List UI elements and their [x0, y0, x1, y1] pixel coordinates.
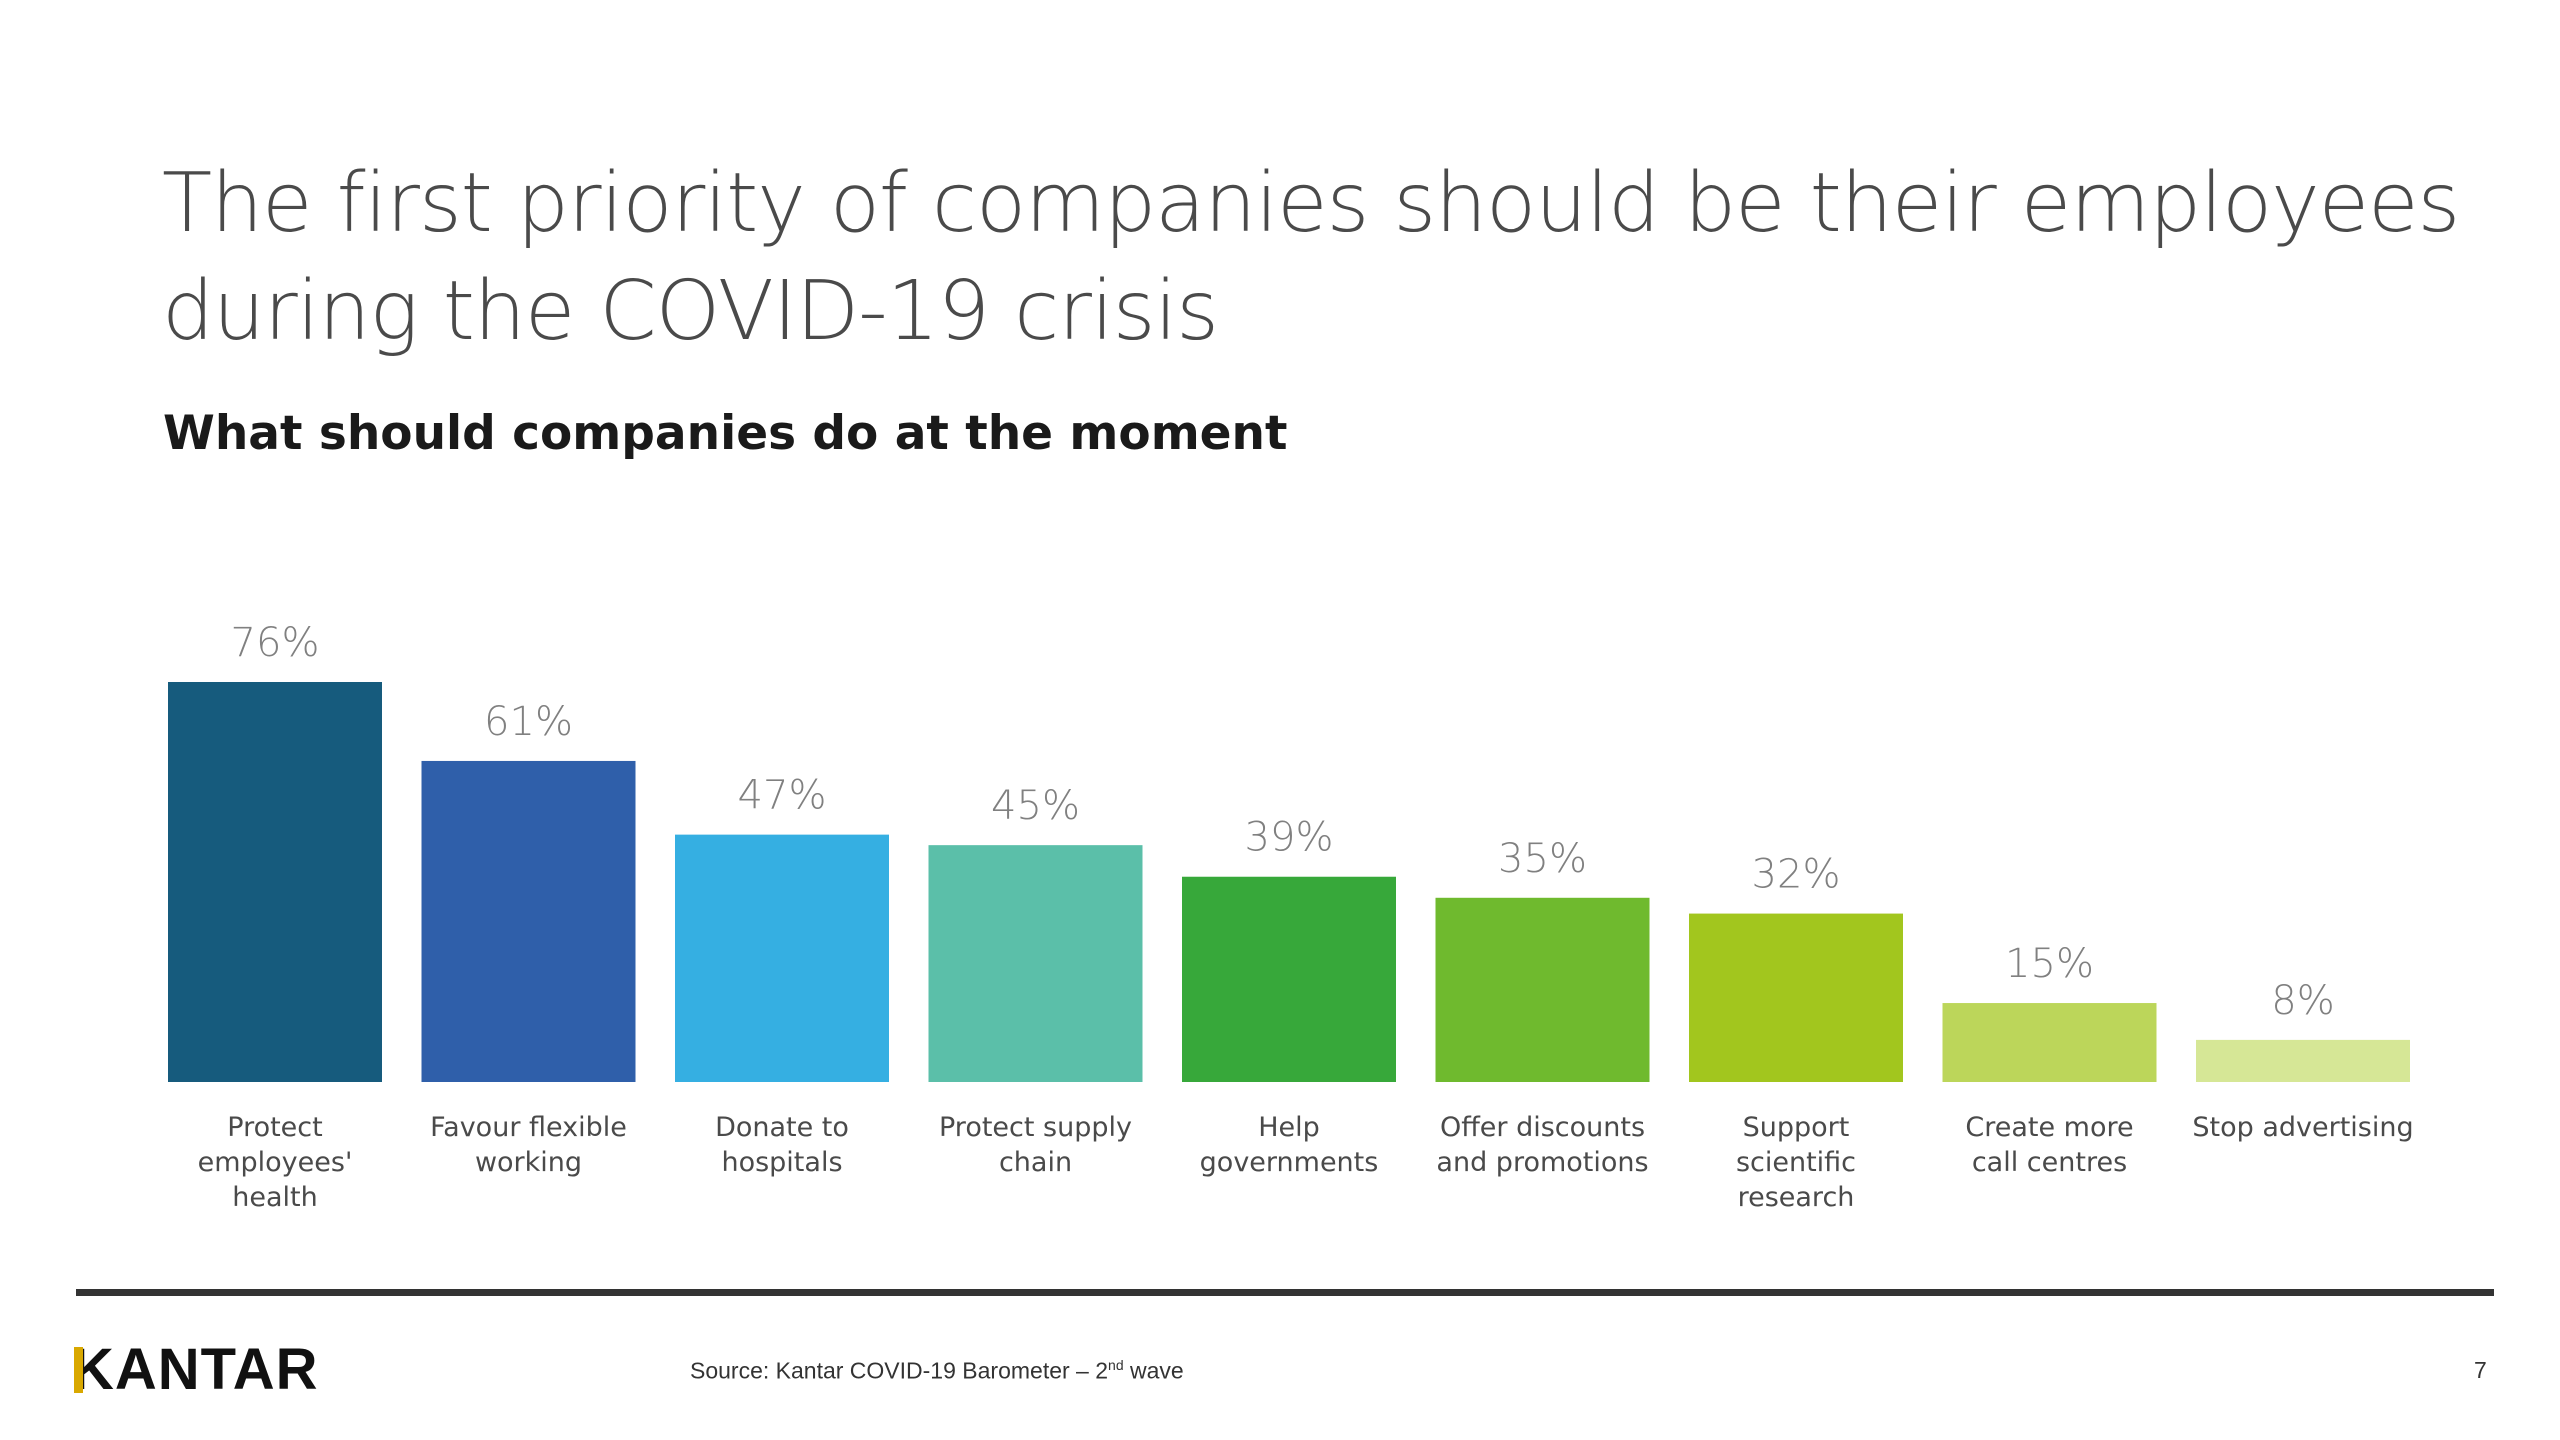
category-label-6-line-1: scientific	[1736, 1147, 1856, 1178]
value-label-0: 76%	[231, 620, 320, 666]
category-label-0-line-2: health	[232, 1182, 317, 1213]
source-note: Source: Kantar COVID-19 Barometer – 2nd …	[690, 1357, 1184, 1385]
category-label-5-line-0: Offer discounts	[1440, 1112, 1645, 1143]
slide-title: The first priority of companies should b…	[162, 150, 2462, 366]
bar-5	[1435, 897, 1650, 1082]
category-label-2-line-1: hospitals	[721, 1147, 842, 1178]
category-label-2-line-0: Donate to	[715, 1112, 849, 1143]
value-label-5: 35%	[1498, 836, 1587, 882]
category-label-5-line-1: and promotions	[1436, 1147, 1648, 1178]
source-suffix: wave	[1123, 1357, 1184, 1384]
value-label-6: 32%	[1752, 852, 1841, 898]
category-label-8-line-0: Stop advertising	[2192, 1112, 2413, 1143]
category-label-0-line-0: Protect	[227, 1112, 322, 1143]
title-line-2: during the COVID-19 crisis	[162, 264, 1219, 359]
bar-chart: 76% Protect employees' health 61% Favour flex…	[168, 620, 2414, 1213]
bar-0	[168, 682, 382, 1082]
value-label-2: 47%	[738, 773, 827, 819]
bar-3	[928, 845, 1143, 1082]
category-label-3-line-1: chain	[999, 1147, 1072, 1178]
footer-divider	[76, 1289, 2494, 1296]
category-label-1-line-0: Favour flexible	[430, 1112, 627, 1143]
bar-2	[675, 834, 889, 1082]
category-label-0-line-1: employees'	[198, 1147, 353, 1178]
logo-accent-mark	[74, 1347, 83, 1393]
bar-6	[1689, 913, 1903, 1082]
page-number: 7	[2474, 1357, 2487, 1383]
kantar-logo: KANTAR	[72, 1337, 319, 1402]
category-label-3-line-0: Protect supply	[939, 1112, 1132, 1143]
title-line-1: The first priority of companies should b…	[162, 156, 2460, 251]
slide-subtitle: What should companies do at the moment	[163, 406, 1288, 461]
value-label-3: 45%	[991, 783, 1080, 829]
category-label-1-line-1: working	[475, 1147, 582, 1178]
category-label-4-line-1: governments	[1200, 1147, 1379, 1178]
bar-8	[2196, 1039, 2410, 1082]
source-superscript: nd	[1108, 1357, 1124, 1373]
category-label-7-line-1: call centres	[1972, 1147, 2127, 1178]
source-prefix: Source: Kantar COVID-19 Barometer – 2	[690, 1357, 1109, 1384]
value-label-4: 39%	[1245, 815, 1334, 861]
category-label-6-line-0: Support	[1743, 1112, 1850, 1143]
value-label-1: 61%	[484, 699, 573, 745]
bar-1	[421, 760, 636, 1082]
value-label-7: 15%	[2005, 941, 2094, 987]
category-label-7-line-0: Create more	[1965, 1112, 2133, 1143]
bar-7	[1942, 1003, 2157, 1082]
bar-4	[1182, 876, 1396, 1082]
value-label-8: 8%	[2271, 978, 2334, 1024]
category-label-6-line-2: research	[1738, 1182, 1855, 1213]
category-label-4-line-0: Help	[1258, 1112, 1320, 1143]
